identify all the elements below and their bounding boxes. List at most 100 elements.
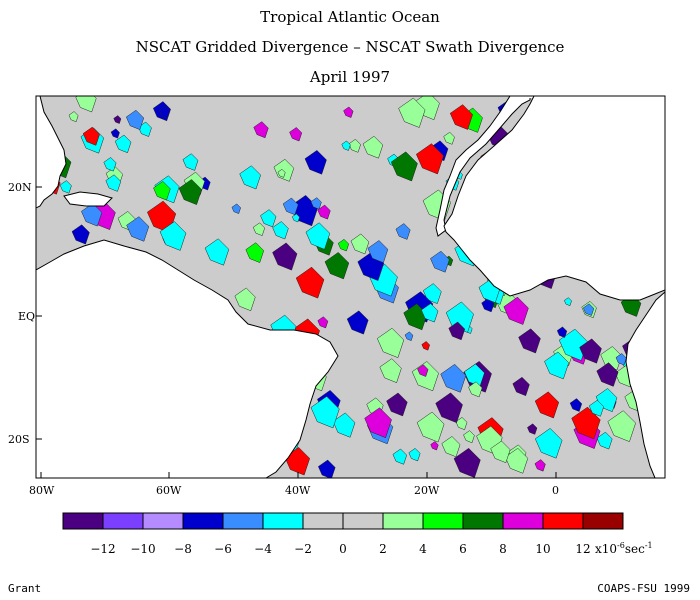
divergence-patch [490,440,511,464]
colorbar-units: x10-6sec-1 [595,541,653,556]
divergence-patch [348,138,361,153]
title-line-3: April 1997 [309,68,391,86]
author-credit: Grant [8,582,42,595]
divergence-patch [534,428,563,459]
lon-label-0: 0 [552,484,559,497]
colorbar-swatch-2 [142,512,184,530]
divergence-patch [125,109,145,130]
units-prefix: x10 [595,542,617,556]
divergence-patch [153,181,171,201]
divergence-patch [317,316,329,329]
divergence-patch [324,252,350,280]
divergence-patch [518,328,541,354]
divergence-patch [304,150,327,175]
divergence-patch [252,222,266,236]
lon-label-80w: 80W [29,484,55,497]
divergence-patch [59,180,72,194]
colorbar-swatch-7 [342,512,384,530]
title-line-1: Tropical Atlantic Ocean [260,8,440,26]
lat-label-20n: 20N [8,181,32,194]
divergence-patch [564,297,572,307]
map-frame [35,95,666,479]
divergence-patch [75,96,97,113]
south-america-land [36,239,339,478]
divergence-patch [350,233,370,255]
divergence-patch [421,303,439,323]
divergence-patch [468,381,483,398]
divergence-patch [503,296,529,325]
divergence-patch [341,140,351,151]
divergence-patch [558,328,588,361]
divergence-patch [234,287,256,312]
colorbar-tick-label: −8 [174,542,192,556]
divergence-patch [441,436,461,458]
frame-ticks [36,186,557,478]
divergence-patch [291,213,300,223]
divergence-patch [113,115,122,124]
divergence-patch [443,131,455,145]
divergence-patch [534,459,546,472]
divergence-patch [448,321,466,341]
divergence-patch [421,341,430,351]
divergence-patch [71,224,90,245]
colorbar-tick-label: 8 [499,542,507,556]
divergence-patch [310,396,340,429]
divergence-patch [569,398,583,412]
colorbar-tick-label: −6 [214,542,232,556]
colorbar-swatch-0 [62,512,104,530]
divergence-patch [440,363,467,393]
divergence-patch [571,406,601,440]
divergence-patch [481,297,495,313]
divergence-patch [615,353,627,366]
divergence-patch [159,105,171,119]
colorbar-swatch-3 [182,512,224,530]
divergence-patch [239,165,261,190]
divergence-patch [512,376,530,397]
caribbean-island [63,191,113,207]
divergence-patch [596,362,619,387]
colorbar-tick-labels: −12 −10 −8 −6 −4 −2 0 2 4 6 8 10 12 [90,542,590,556]
title-line-2: NSCAT Gridded Divergence – NSCAT Swath D… [135,38,565,56]
divergence-patch [430,441,439,451]
divergence-patch [231,203,241,214]
divergence-patch [272,242,298,271]
colorbar-swatch-13 [582,512,624,530]
lon-label-60w: 60W [156,484,182,497]
divergence-patch [582,303,595,316]
divergence-patch [453,447,481,478]
divergence-patch [272,221,289,240]
divergence-patch [310,197,322,210]
divergence-patch [337,238,350,252]
colorbar-swatch-10 [462,512,504,530]
divergence-patch [449,104,473,130]
divergence-patch [556,326,568,338]
colorbar-tick-label: 12 [575,542,590,556]
divergence-patch [607,410,636,442]
divergence-patch [68,111,79,123]
lat-label-eq: EQ [18,310,35,323]
divergence-patch [343,106,354,118]
divergence-patch [182,153,199,171]
lon-label-40w: 40W [285,484,311,497]
colorbar-swatch-11 [502,512,544,530]
divergence-patch [416,411,445,443]
divergence-patch [260,209,277,228]
divergence-patch [282,197,299,216]
divergence-patch [415,143,444,175]
divergence-patch [114,134,132,154]
colorbar-tick-label: 4 [419,542,427,556]
colorbar-tick-label: −4 [254,542,272,556]
divergence-patch [295,266,325,299]
colorbar-swatch-1 [102,512,144,530]
divergence-patch [390,151,418,182]
land-masses [36,96,665,478]
divergence-patch [103,157,117,172]
divergence-patch [527,423,538,435]
colorbar [62,512,624,530]
colorbar-tick-label: 10 [535,542,550,556]
divergence-patch [404,331,414,341]
organization-credit: COAPS-FSU 1999 [597,582,690,595]
divergence-patch [253,121,269,139]
divergence-patch [82,126,100,146]
units-suffix: sec [625,542,645,556]
